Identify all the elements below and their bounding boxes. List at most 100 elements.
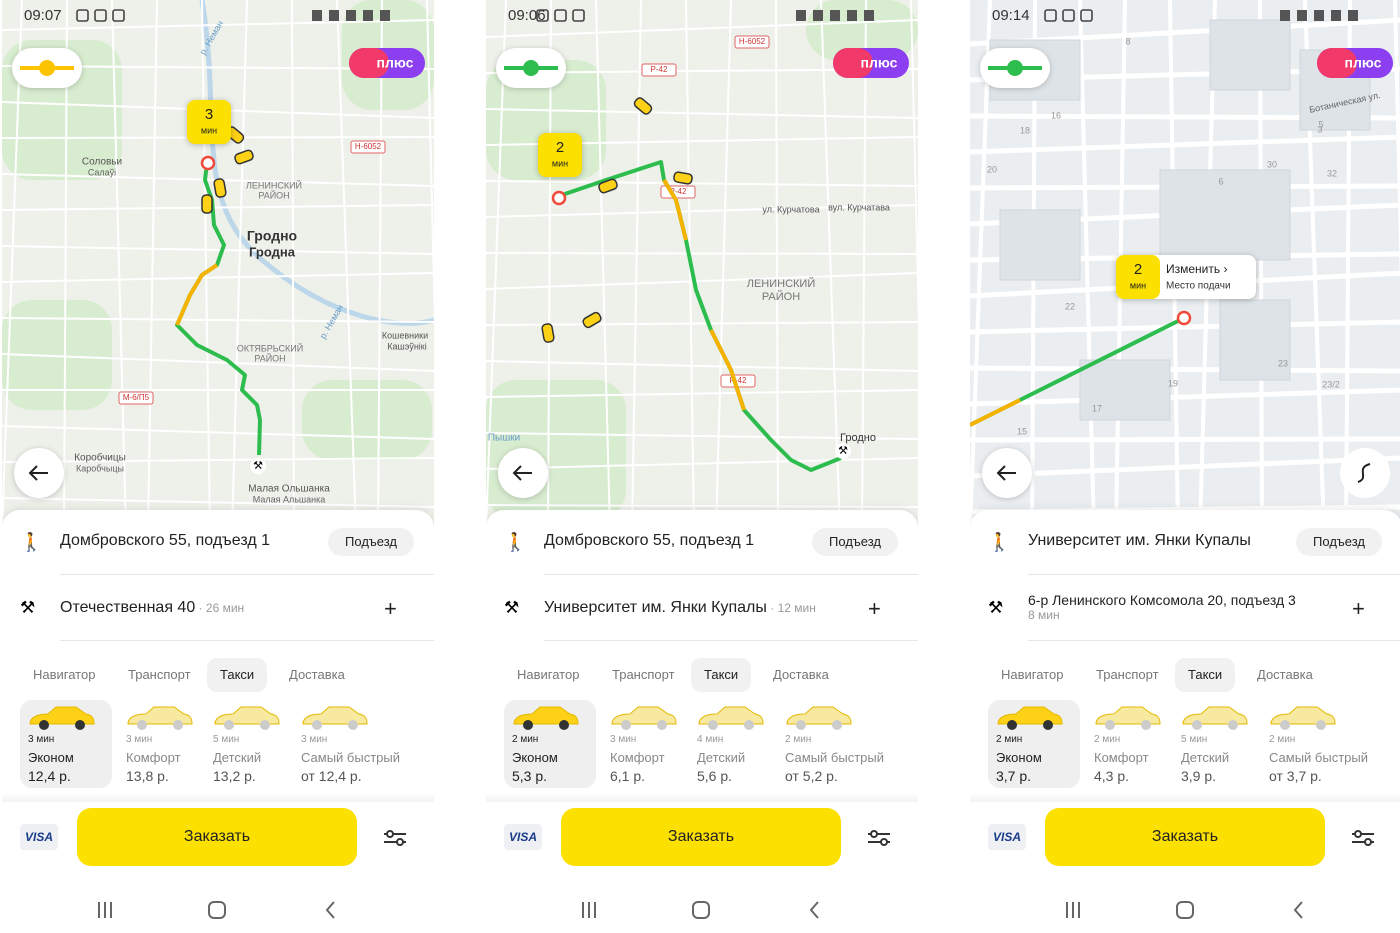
nav-back[interactable] xyxy=(1293,901,1303,919)
road xyxy=(2,204,434,211)
tariff-card[interactable]: 2 мин Комфорт 4,3 р. xyxy=(1086,700,1194,788)
status-icon xyxy=(312,10,322,21)
tariff-car xyxy=(214,706,280,730)
options-button[interactable] xyxy=(382,828,408,848)
destination[interactable]: Отечественная 40 · 26 мин xyxy=(60,599,244,617)
profile-dot xyxy=(1007,60,1023,76)
order-button[interactable]: Заказать xyxy=(561,808,841,866)
service-tab[interactable]: Доставка xyxy=(289,667,345,682)
options-knob xyxy=(396,838,404,846)
car-body xyxy=(582,311,602,329)
car-icon xyxy=(673,171,693,185)
tariff-card[interactable]: 2 мин Эконом 5,3 р. xyxy=(504,700,596,788)
service-tab[interactable]: Доставка xyxy=(1257,667,1313,682)
options-button[interactable] xyxy=(1350,828,1376,848)
car-icon xyxy=(234,149,254,165)
payment-card[interactable]: VISA xyxy=(504,824,542,850)
wheel xyxy=(559,720,569,730)
status-icon xyxy=(94,9,107,22)
add-stop[interactable]: + xyxy=(868,596,881,621)
tariff-eta: 2 мин xyxy=(512,734,539,745)
wheel xyxy=(523,720,533,730)
service-tab[interactable]: Такси xyxy=(207,658,268,692)
nav-home[interactable] xyxy=(692,901,710,919)
tariff-card[interactable]: 3 мин Эконом 12,4 р. xyxy=(20,700,112,788)
tariff-card[interactable]: 2 мин Самый быстрый от 5,2 р. xyxy=(777,700,885,788)
destination[interactable]: Университет им. Янки Купалы · 12 мин xyxy=(544,599,816,617)
pickup-button[interactable]: Подъезд xyxy=(812,528,898,556)
nav-back[interactable] xyxy=(325,901,335,919)
road xyxy=(715,0,732,530)
map-label: РАЙОН xyxy=(762,290,800,303)
car-body xyxy=(673,171,693,185)
payment-card[interactable]: VISA xyxy=(988,824,1026,850)
tariff-name: Комфорт xyxy=(126,750,181,765)
eta-unit: мин xyxy=(1130,280,1146,290)
tariff-card[interactable]: 3 мин Самый быстрый от 12,4 р. xyxy=(293,700,401,788)
eta-value: 3 xyxy=(205,106,213,123)
wheel xyxy=(75,720,85,730)
add-stop[interactable]: + xyxy=(1352,596,1365,621)
status-icon xyxy=(346,10,356,21)
car-shape xyxy=(1182,706,1248,725)
status-icon xyxy=(1280,10,1290,21)
pickup-button[interactable]: Подъезд xyxy=(1296,528,1382,556)
service-tab[interactable]: Навигатор xyxy=(517,667,580,682)
nav-home[interactable] xyxy=(208,901,226,919)
nav-home[interactable] xyxy=(1176,901,1194,919)
nav-back[interactable] xyxy=(809,901,819,919)
tariff-name: Самый быстрый xyxy=(785,750,884,765)
service-tab[interactable]: Транспорт xyxy=(128,667,191,682)
tariff-card[interactable]: 5 мин Детский 3,9 р. xyxy=(1173,700,1281,788)
pickup-button[interactable]: Подъезд xyxy=(328,528,414,556)
plus-label: плюс xyxy=(1345,55,1382,71)
road xyxy=(201,0,211,530)
service-tab[interactable]: Навигатор xyxy=(1001,667,1064,682)
tariff-card[interactable]: 3 мин Комфорт 13,8 р. xyxy=(118,700,226,788)
map: Н-6052 Р-42 Р-42 ул. Курчатова вул. Курчатав… xyxy=(486,0,918,530)
car-icon xyxy=(541,323,555,343)
map-label: Н-6052 xyxy=(739,37,766,46)
tariff-name: Детский xyxy=(697,750,746,765)
options-knob xyxy=(1354,830,1362,838)
route-traffic xyxy=(662,178,688,241)
road xyxy=(486,457,918,470)
plus-badge-left xyxy=(349,48,389,78)
service-tab[interactable]: Навигатор xyxy=(33,667,96,682)
road xyxy=(2,0,23,530)
car-shape xyxy=(29,706,95,725)
map-label: 16 xyxy=(1051,110,1061,120)
route-traffic xyxy=(175,263,219,326)
tariff-name: Эконом xyxy=(512,750,558,765)
order-button[interactable]: Заказать xyxy=(1045,808,1325,866)
order-button[interactable]: Заказать xyxy=(77,808,357,866)
tariff-car xyxy=(29,706,95,730)
tariff-card[interactable]: 2 мин Самый быстрый от 3,7 р. xyxy=(1261,700,1369,788)
tariff-card[interactable]: 5 мин Детский 13,2 р. xyxy=(205,700,313,788)
tariff-card[interactable]: 3 мин Комфорт 6,1 р. xyxy=(602,700,710,788)
road xyxy=(547,0,552,530)
building xyxy=(1159,169,1291,261)
service-tab[interactable]: Такси xyxy=(691,658,752,692)
car-shape xyxy=(214,706,280,725)
service-tab[interactable]: Транспорт xyxy=(1096,667,1159,682)
tariff-card[interactable]: 4 мин Детский 5,6 р. xyxy=(689,700,797,788)
road xyxy=(2,245,434,255)
pickup-address: Домбровского 55, подъезд 1 xyxy=(60,532,271,549)
wheel xyxy=(348,720,358,730)
service-tab[interactable]: Доставка xyxy=(773,667,829,682)
car-body xyxy=(213,178,227,198)
tariff-card[interactable]: 2 мин Эконом 3,7 р. xyxy=(988,700,1080,788)
tariff-eta: 2 мин xyxy=(785,734,812,745)
service-tab[interactable]: Такси xyxy=(1175,658,1236,692)
wheel xyxy=(832,720,842,730)
map-label: 22 xyxy=(1065,301,1075,311)
payment-card[interactable]: VISA xyxy=(20,824,58,850)
service-tab[interactable]: Транспорт xyxy=(612,667,675,682)
wheel xyxy=(657,720,667,730)
add-stop[interactable]: + xyxy=(384,596,397,621)
options-button[interactable] xyxy=(866,828,892,848)
wheel xyxy=(796,720,806,730)
route-button[interactable] xyxy=(1340,448,1390,498)
